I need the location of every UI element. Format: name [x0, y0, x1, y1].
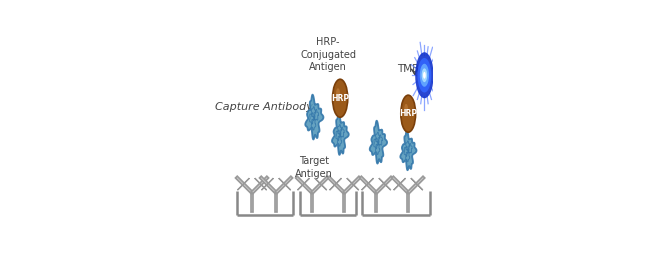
Text: Capture Antibody: Capture Antibody — [215, 102, 313, 112]
Polygon shape — [261, 178, 274, 190]
Text: Target
Antigen: Target Antigen — [295, 156, 333, 179]
Polygon shape — [359, 176, 377, 194]
Bar — [251, 193, 254, 212]
Polygon shape — [298, 178, 309, 190]
Polygon shape — [370, 121, 387, 164]
Bar — [311, 193, 313, 212]
Ellipse shape — [415, 52, 434, 98]
Ellipse shape — [404, 104, 408, 113]
Polygon shape — [361, 178, 374, 190]
Polygon shape — [343, 176, 361, 194]
Polygon shape — [237, 178, 250, 190]
Polygon shape — [379, 178, 391, 190]
Polygon shape — [259, 176, 277, 194]
Text: HRP: HRP — [399, 109, 417, 118]
Polygon shape — [391, 176, 409, 194]
Ellipse shape — [422, 68, 427, 82]
Bar — [343, 193, 345, 212]
Polygon shape — [311, 176, 329, 194]
Ellipse shape — [417, 58, 432, 93]
Polygon shape — [306, 95, 324, 139]
Ellipse shape — [423, 72, 426, 79]
Polygon shape — [347, 178, 359, 190]
Polygon shape — [328, 176, 345, 194]
Ellipse shape — [333, 79, 348, 117]
Polygon shape — [375, 176, 393, 194]
Polygon shape — [275, 176, 292, 194]
Text: HRP-
Conjugated
Antigen: HRP- Conjugated Antigen — [300, 37, 356, 72]
Polygon shape — [332, 114, 349, 155]
Polygon shape — [255, 178, 266, 190]
Bar — [407, 193, 410, 212]
Ellipse shape — [420, 64, 429, 87]
Polygon shape — [235, 176, 253, 194]
Bar — [275, 193, 278, 212]
Ellipse shape — [401, 95, 415, 132]
Polygon shape — [330, 178, 341, 190]
Polygon shape — [400, 130, 417, 170]
Bar — [375, 193, 378, 212]
Polygon shape — [394, 178, 406, 190]
Polygon shape — [315, 178, 327, 190]
Polygon shape — [251, 176, 268, 194]
Text: HRP: HRP — [331, 94, 349, 103]
Polygon shape — [411, 178, 422, 190]
Text: TMB: TMB — [397, 64, 419, 74]
Polygon shape — [279, 178, 291, 190]
Polygon shape — [296, 176, 313, 194]
Ellipse shape — [336, 88, 340, 98]
Polygon shape — [408, 176, 425, 194]
